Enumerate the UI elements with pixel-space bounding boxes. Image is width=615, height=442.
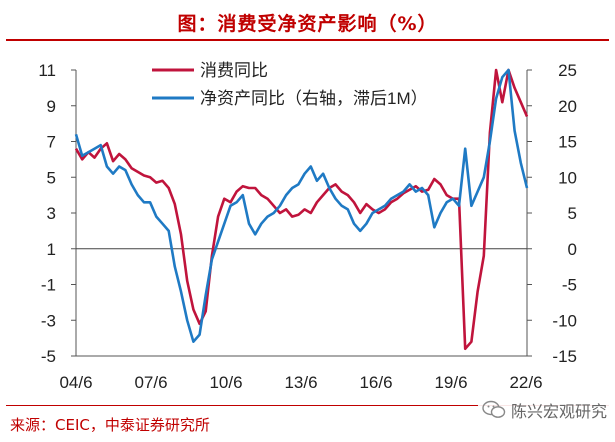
chart-axes: 11 9 7 5 3 1 -1 -3 -5 25 20 15 10 5 0 -5 -10 -15 04/6 07/6 1… (38, 61, 577, 392)
left-tick-label: -5 (41, 347, 56, 366)
right-tick-label: -5 (562, 276, 577, 295)
left-tick-label: -1 (41, 276, 56, 295)
chart-title: 图：消费受净资产影响（%） (177, 13, 438, 35)
source-note: 来源：CEIC，中泰证券研究所 (10, 416, 210, 434)
left-tick-label: -3 (41, 311, 56, 330)
x-tick-label: 04/6 (59, 373, 92, 392)
left-tick-label: 7 (47, 133, 56, 152)
right-tick-label: 0 (568, 240, 577, 259)
right-tick-label: 5 (568, 204, 577, 223)
right-tick-label: -15 (552, 347, 577, 366)
left-tick-label: 1 (47, 240, 56, 259)
right-tick-label: 20 (558, 97, 577, 116)
left-tick-label: 3 (47, 204, 56, 223)
x-tick-label: 19/6 (434, 373, 467, 392)
wechat-icon (482, 400, 506, 418)
left-tick-label: 9 (47, 97, 56, 116)
right-tick-label: -10 (552, 311, 577, 330)
series-line-2 (74, 68, 529, 343)
title-underline (6, 39, 609, 41)
series-layer (74, 68, 529, 351)
legend-label-1: 消费同比 (200, 61, 268, 80)
legend-label-2: 净资产同比（右轴，滞后1M） (200, 89, 428, 108)
left-tick-label: 5 (47, 168, 56, 187)
x-tick-label: 16/6 (359, 373, 392, 392)
x-tick-label: 22/6 (509, 373, 542, 392)
right-tick-label: 10 (558, 168, 577, 187)
right-tick-label: 25 (558, 61, 577, 80)
x-tick-label: 10/6 (209, 373, 242, 392)
watermark-text: 陈兴宏观研究 (511, 402, 608, 421)
watermark: 陈兴宏观研究 (478, 397, 612, 423)
source-divider (6, 405, 609, 406)
series-line-1 (74, 68, 529, 351)
left-tick-label: 11 (38, 61, 56, 80)
chart: 11 9 7 5 3 1 -1 -3 -5 25 20 15 10 5 0 -5 -10 -15 04/6 07/6 1… (38, 61, 577, 392)
x-tick-label: 07/6 (134, 373, 167, 392)
x-tick-label: 13/6 (284, 373, 317, 392)
right-tick-label: 15 (558, 133, 577, 152)
